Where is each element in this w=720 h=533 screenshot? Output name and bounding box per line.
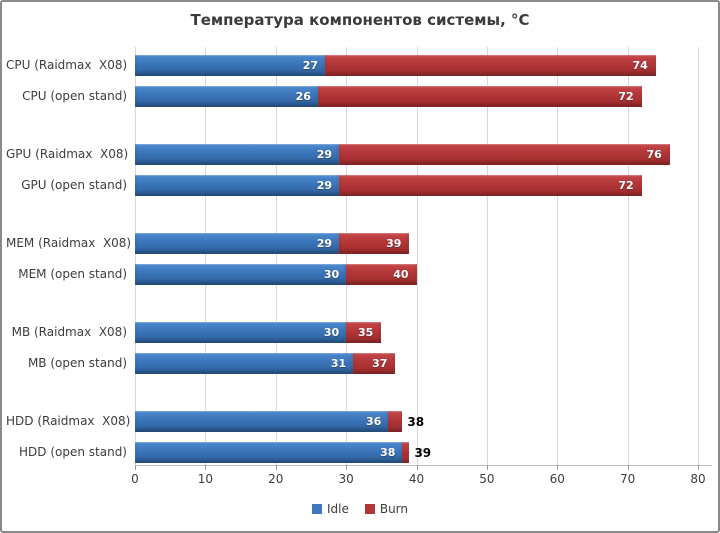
category-label: CPU (open stand): [22, 89, 127, 103]
idle-bar: [135, 322, 347, 343]
x-tick-label: 30: [338, 472, 354, 486]
idle-value-label: 27: [302, 59, 318, 72]
category-label: MB (Raidmax X08): [11, 325, 127, 339]
chart-title: Температура компонентов системы, °C: [190, 11, 530, 29]
legend: Idle Burn: [2, 502, 718, 516]
idle-bar: [135, 144, 340, 165]
x-tick-label: 40: [408, 472, 425, 486]
burn-value-label: 40: [393, 268, 409, 281]
burn-bar: [339, 144, 670, 165]
gridline: [627, 47, 629, 465]
gridline: [557, 47, 559, 465]
idle-bar: [135, 411, 389, 432]
category-label: GPU (Raidmax X08): [6, 147, 129, 161]
gridline: [486, 47, 488, 465]
category-label: CPU (Raidmax X08): [6, 58, 128, 72]
idle-value-label: 29: [316, 237, 333, 250]
burn-value-label: 72: [618, 90, 634, 103]
legend-label-burn: Burn: [379, 502, 409, 516]
idle-swatch-icon: [311, 504, 322, 514]
x-tick: [557, 465, 559, 470]
burn-value-label: 39: [386, 237, 402, 250]
x-tick-label: 20: [268, 472, 284, 486]
x-tick: [275, 465, 277, 470]
category-label: HDD (open stand): [19, 445, 127, 459]
category-label: MEM (open stand): [18, 267, 127, 281]
x-tick: [416, 465, 418, 470]
burn-bar: [317, 86, 642, 107]
burn-bar: [402, 442, 410, 463]
burn-bar: [353, 353, 396, 374]
gridline: [205, 47, 207, 465]
idle-bar: [135, 175, 340, 196]
gridline: [698, 47, 699, 465]
idle-bar: [135, 353, 354, 374]
category-label: GPU (open stand): [21, 178, 127, 192]
burn-bar: [325, 55, 656, 76]
burn-bar: [346, 322, 382, 343]
x-tick: [486, 465, 488, 470]
x-tick-label: 60: [549, 472, 565, 486]
idle-bar: [135, 55, 325, 76]
x-tick-label: 50: [479, 472, 495, 486]
x-tick-label: 70: [619, 472, 636, 486]
x-tick-label: 80: [690, 472, 706, 486]
idle-bar: [135, 442, 403, 463]
burn-bar: [346, 264, 417, 285]
idle-value-label: 29: [316, 179, 333, 192]
category-label: MEM (Raidmax X08): [6, 236, 132, 250]
burn-value-label: 39: [414, 446, 432, 460]
burn-value-label: 74: [632, 59, 648, 72]
idle-bar: [135, 86, 318, 107]
legend-label-idle: Idle: [326, 502, 349, 516]
gridline: [135, 47, 136, 465]
burn-value-label: 35: [358, 326, 374, 339]
burn-swatch-icon: [364, 504, 375, 514]
plot-area: 27 74 26 72 29 76 29 72 29 39 30 40 30 35 31 37 36 38 38 39: [135, 47, 712, 465]
gridline: [346, 47, 348, 465]
gridline: [275, 47, 277, 465]
x-tick-label: 0: [131, 472, 139, 486]
idle-value-label: 31: [330, 357, 347, 370]
burn-value-label: 38: [407, 415, 425, 429]
x-tick: [627, 465, 629, 470]
burn-bar: [388, 411, 403, 432]
x-axis-line: [135, 465, 712, 466]
idle-value-label: 38: [380, 446, 396, 459]
idle-bar: [135, 264, 347, 285]
burn-bar: [339, 175, 642, 196]
idle-value-label: 30: [323, 268, 340, 281]
gridline: [416, 47, 418, 465]
x-tick: [135, 465, 136, 470]
category-label: MB (open stand): [27, 356, 127, 370]
x-tick: [346, 465, 348, 470]
idle-value-label: 36: [366, 415, 382, 428]
idle-value-label: 26: [295, 90, 311, 103]
burn-value-label: 76: [646, 148, 662, 161]
idle-value-label: 29: [316, 148, 333, 161]
x-tick: [698, 465, 699, 470]
burn-bar: [339, 233, 410, 254]
legend-item-idle: Idle: [311, 502, 349, 516]
category-label: HDD (Raidmax X08): [6, 414, 131, 428]
x-tick-label: 10: [197, 472, 214, 486]
idle-value-label: 30: [323, 326, 340, 339]
burn-value-label: 37: [372, 357, 388, 370]
x-tick: [205, 465, 207, 470]
burn-value-label: 72: [618, 179, 634, 192]
legend-item-burn: Burn: [364, 502, 409, 516]
idle-bar: [135, 233, 340, 254]
